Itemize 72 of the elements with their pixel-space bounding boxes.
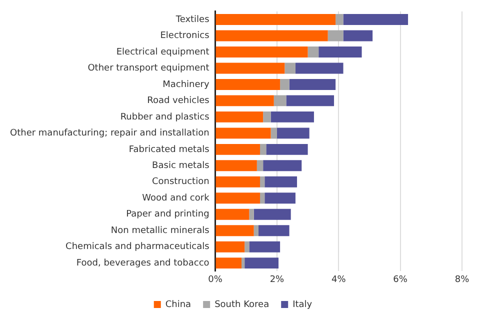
bar <box>328 30 344 42</box>
x-tick-label: 8% <box>454 274 470 285</box>
bar <box>256 160 264 172</box>
bar <box>216 192 260 204</box>
bar <box>216 46 308 58</box>
bar <box>336 14 344 25</box>
bar <box>308 46 319 58</box>
x-tick-label: 2% <box>270 274 285 285</box>
bar <box>216 95 274 106</box>
y-tick-label: Textiles <box>174 14 210 25</box>
y-tick-label: Electrical equipment <box>116 47 210 58</box>
bar <box>249 241 280 252</box>
bar <box>264 176 298 188</box>
legend-label: South Korea <box>214 300 270 310</box>
bar <box>254 225 258 236</box>
legend-label: China <box>165 300 192 310</box>
bar <box>249 208 254 220</box>
y-tick-label: Machinery <box>162 80 210 90</box>
bar <box>216 62 285 74</box>
y-tick-label: Wood and cork <box>142 193 210 204</box>
bar <box>263 111 271 122</box>
bar <box>276 128 310 139</box>
bar <box>216 241 245 252</box>
y-tick-label: Food, beverages and tobacco <box>76 258 210 268</box>
bar <box>216 144 260 155</box>
y-tick-label: Basic metals <box>152 161 210 171</box>
y-tick-label: Other transport equipment <box>88 64 210 74</box>
bar <box>216 258 242 269</box>
bar <box>254 208 291 220</box>
bar <box>216 14 336 25</box>
bar <box>260 144 266 155</box>
bar <box>343 30 373 42</box>
bar <box>284 62 296 74</box>
bar <box>318 46 362 58</box>
bar <box>242 258 245 269</box>
y-tick-label: Paper and printing <box>126 210 210 220</box>
bar <box>286 95 334 106</box>
bar <box>295 62 344 74</box>
legend-label: Italy <box>292 300 313 310</box>
y-tick-label: Fabricated metals <box>128 144 210 155</box>
x-tick-label: 4% <box>332 274 346 285</box>
y-tick-label: Rubber and plastics <box>120 112 210 122</box>
bar <box>216 111 264 122</box>
y-tick-label: Electronics <box>160 31 210 42</box>
bar <box>270 128 277 139</box>
bar <box>258 225 290 236</box>
bar <box>289 78 336 90</box>
bar <box>216 208 250 220</box>
x-tick-label: 0% <box>208 274 223 285</box>
y-tick-label: Road vehicles <box>147 96 210 106</box>
bar <box>274 95 286 106</box>
bar <box>264 192 296 204</box>
bar <box>216 225 254 236</box>
bar <box>216 30 328 42</box>
bar <box>216 128 271 139</box>
bar <box>266 144 308 155</box>
bar <box>216 176 260 188</box>
bar <box>263 160 302 172</box>
bar <box>270 111 314 122</box>
bar <box>343 14 408 25</box>
y-tick-label: Construction <box>152 177 210 188</box>
bar <box>280 78 290 90</box>
y-tick-label: Other manufacturing; repair and installation <box>10 128 210 139</box>
bar <box>244 258 279 269</box>
bar <box>216 78 280 90</box>
bar <box>260 192 265 204</box>
y-tick-label: Non metallic minerals <box>110 226 210 236</box>
bar <box>260 176 265 188</box>
y-tick-label: Chemicals and pharmaceuticals <box>66 242 210 252</box>
bar <box>216 160 257 172</box>
bar <box>244 241 250 252</box>
x-tick-label: 6% <box>393 274 408 285</box>
